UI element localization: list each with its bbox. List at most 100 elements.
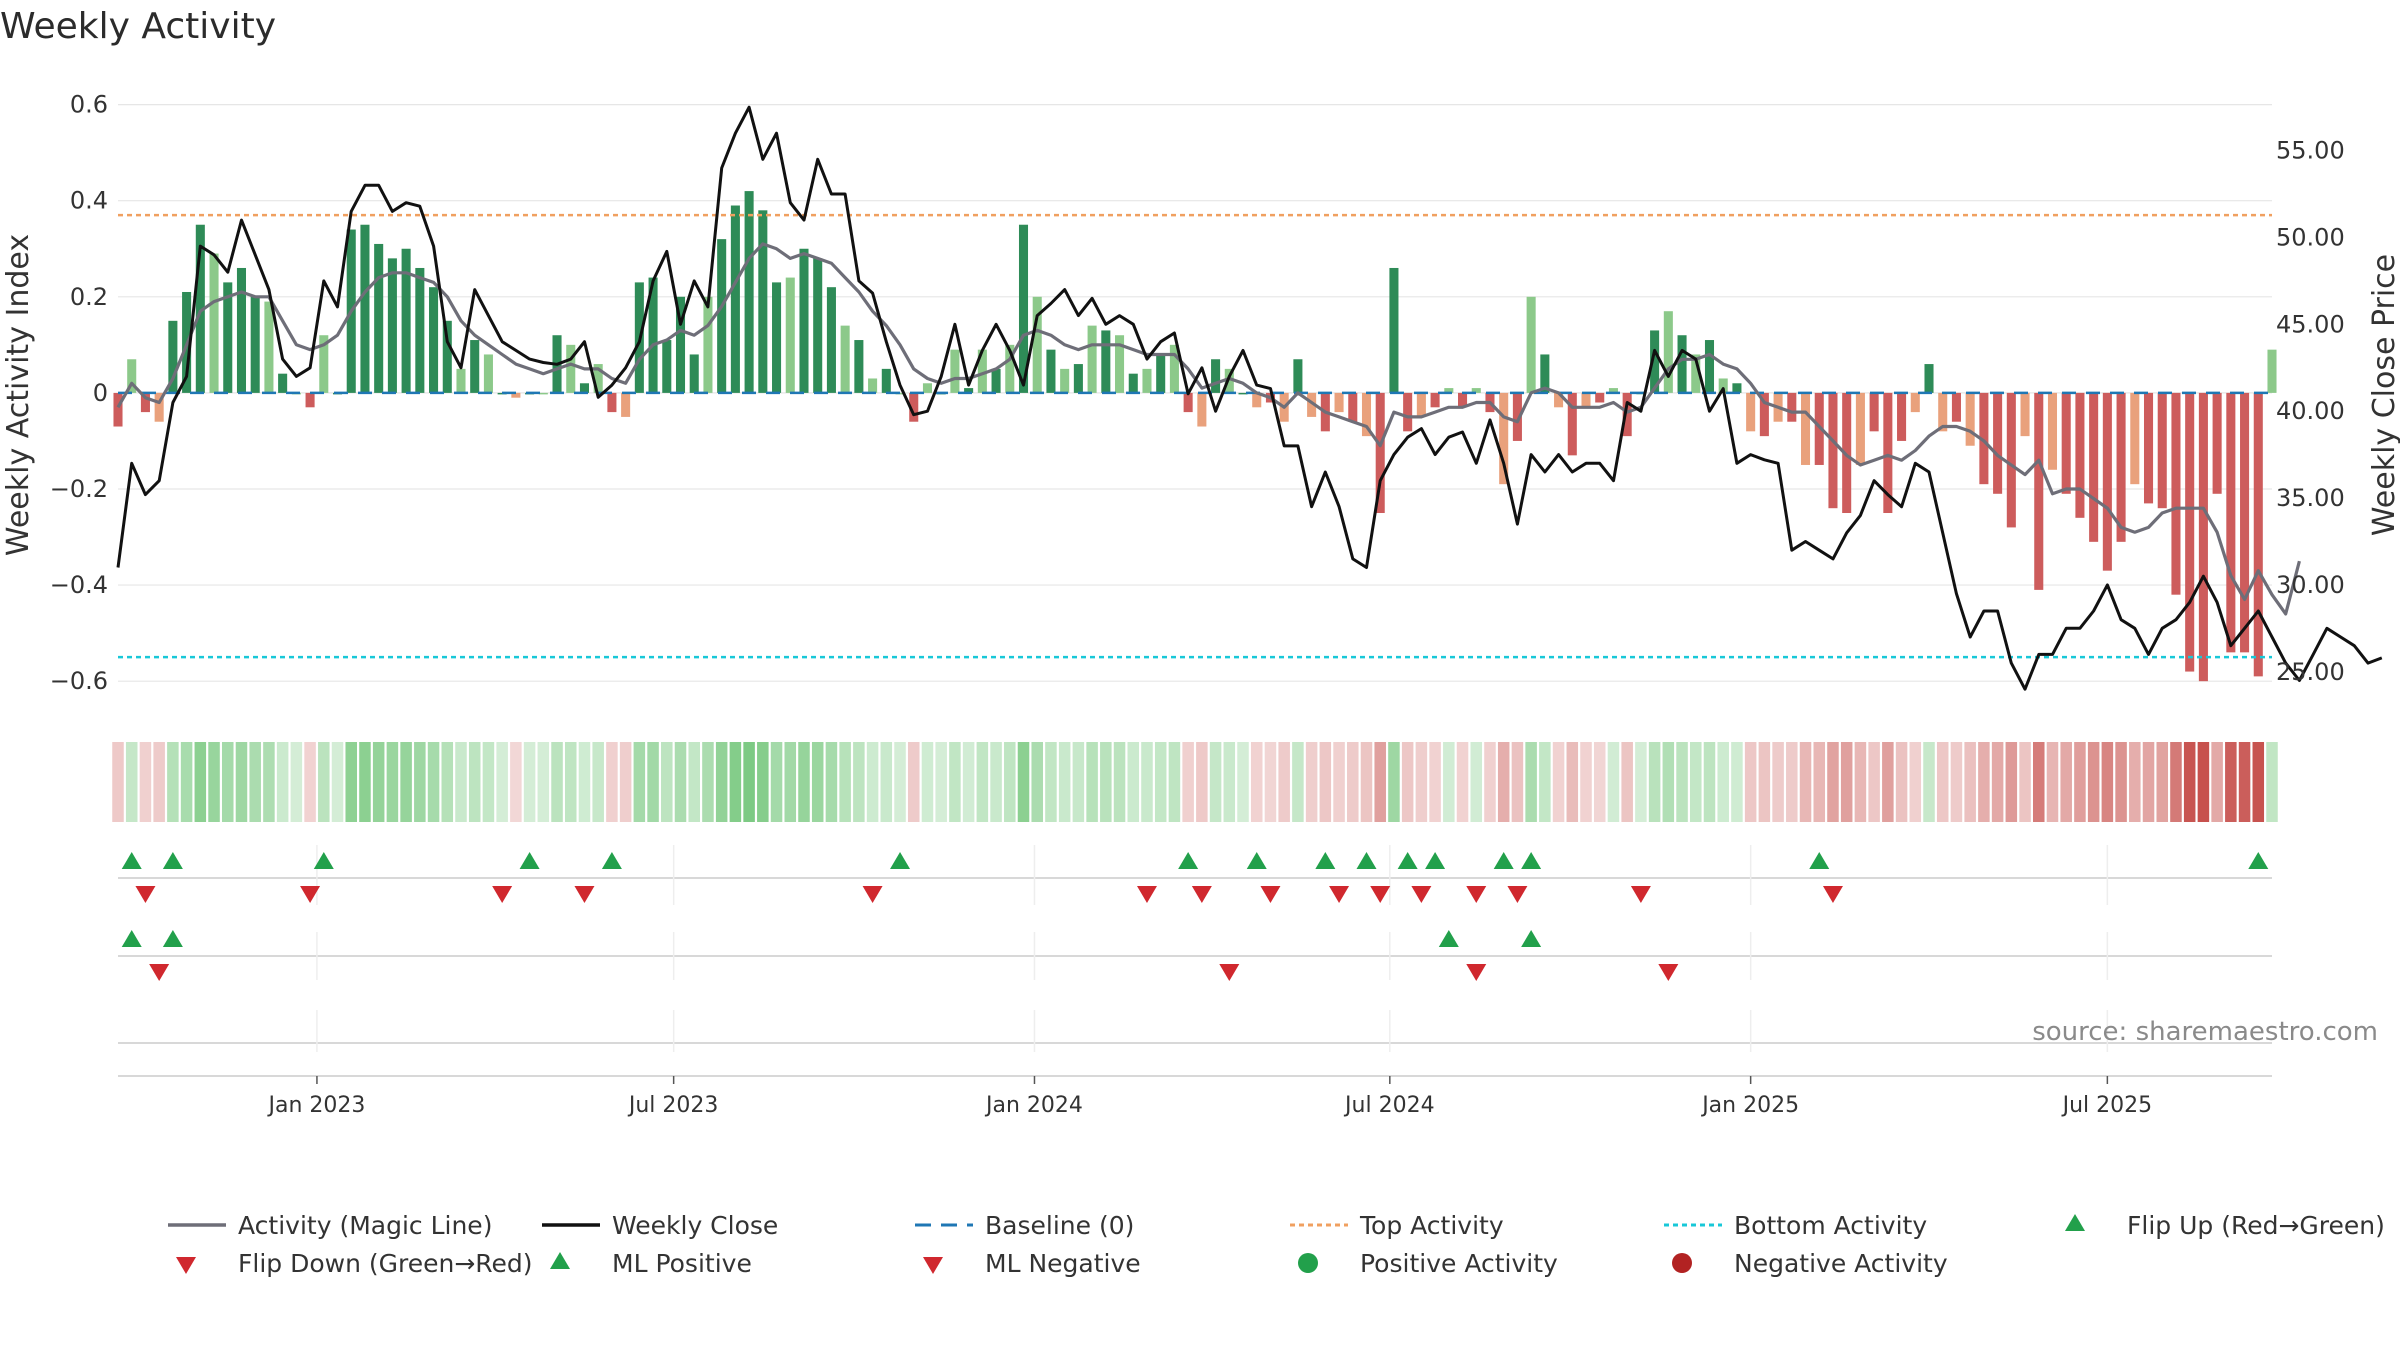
- activity-bar: [429, 287, 439, 393]
- activity-bar: [1128, 373, 1138, 393]
- activity-bar: [2157, 392, 2167, 509]
- flip-up-marker: [519, 852, 540, 869]
- activity-bar: [1183, 392, 1193, 413]
- heat-strip-cell: [2225, 742, 2237, 822]
- heat-strip-cell: [935, 742, 947, 822]
- activity-bar: [566, 344, 576, 393]
- heat-strip-cell: [894, 742, 906, 822]
- heat-strip-cell: [1415, 742, 1428, 822]
- heat-strip-cell: [1388, 742, 1400, 822]
- heat-strip-cell: [1566, 742, 1579, 822]
- x-tick-label: Jul 2023: [627, 1093, 719, 1118]
- y-tick-label: −0.2: [50, 475, 108, 503]
- activity-bar: [2240, 392, 2250, 653]
- legend-swatch-triangle-down: [923, 1257, 943, 1274]
- heat-strip-cell: [482, 742, 495, 822]
- heat-strip-cell: [661, 742, 673, 822]
- activity-bar: [1101, 330, 1111, 393]
- activity-bar: [1046, 349, 1056, 393]
- heat-strip-cell: [564, 742, 577, 822]
- legend-label: Top Activity: [1359, 1211, 1504, 1240]
- heat-strip-cell: [1772, 742, 1784, 822]
- activity-bar: [1663, 311, 1673, 393]
- activity-bar: [1608, 388, 1618, 393]
- heat-strip-cell: [304, 742, 316, 822]
- activity-bar: [1169, 344, 1179, 393]
- heat-strip-cell: [2211, 742, 2223, 822]
- activity-bar: [1238, 392, 1248, 395]
- activity-bar: [387, 258, 397, 393]
- activity-bar: [1348, 392, 1358, 422]
- activity-bar: [154, 392, 164, 422]
- heat-strip-cell: [2183, 742, 2196, 822]
- heat-strip-cell: [386, 742, 399, 822]
- activity-bar: [717, 239, 727, 393]
- activity-bar: [1361, 392, 1372, 437]
- ml-negative-marker: [1658, 964, 1679, 981]
- heat-strip-cell: [1058, 742, 1071, 822]
- heat-strip-cell: [757, 742, 769, 822]
- flip-up-marker: [1809, 852, 1830, 869]
- heat-strip-cell: [1086, 742, 1098, 822]
- activity-bar: [1718, 378, 1728, 393]
- chart-title: Weekly Activity: [0, 6, 276, 47]
- heat-strip-cell: [633, 742, 646, 822]
- heat-strip-cell: [674, 742, 687, 822]
- heat-strip-cell: [1827, 742, 1839, 822]
- heat-strip-cell: [1799, 742, 1812, 822]
- activity-bar: [2267, 349, 2277, 393]
- flip-up-marker: [313, 852, 334, 869]
- heat-strip-cell: [578, 742, 591, 822]
- flip-up-marker: [162, 852, 183, 869]
- y-tick-label: 0: [93, 379, 108, 407]
- heat-strip-cell: [2115, 742, 2127, 822]
- activity-bar: [758, 210, 768, 393]
- activity-bar: [209, 253, 219, 393]
- activity-bar: [2143, 392, 2154, 504]
- heat-strip-cell: [510, 742, 522, 822]
- activity-bar: [1403, 392, 1413, 432]
- activity-bar: [1156, 354, 1166, 393]
- activity-bar: [374, 243, 384, 393]
- activity-bar: [1732, 383, 1742, 393]
- heat-strip-cell: [1141, 742, 1153, 822]
- activity-bar: [1554, 392, 1564, 408]
- x-tick-label: Jul 2025: [2061, 1093, 2153, 1118]
- activity-bar: [1087, 325, 1097, 393]
- activity-bar: [401, 248, 411, 393]
- heat-strip-cell: [907, 742, 920, 822]
- activity-bar: [2075, 392, 2085, 518]
- heat-strip-cell: [1100, 742, 1112, 822]
- flip-down-marker: [574, 886, 595, 903]
- flip-up-marker: [1493, 852, 1514, 869]
- heat-strip-cell: [263, 742, 275, 822]
- activity-bar: [360, 224, 370, 393]
- heat-strip-cell: [2033, 742, 2045, 822]
- activity-bar: [2089, 392, 2099, 542]
- flip-down-marker: [1411, 886, 1432, 903]
- activity-bar: [1842, 392, 1852, 514]
- y-axis-ticks: 0.6 0.4 0.2 0 −0.2 −0.4 −0.6: [50, 91, 108, 696]
- heat-strip-cell: [1648, 742, 1661, 822]
- heat-strip-cell: [1401, 742, 1414, 822]
- activity-bar: [675, 296, 686, 393]
- heat-strip-cell: [1154, 742, 1167, 822]
- ml-positive-marker: [1521, 930, 1542, 947]
- heat-strip-cell: [784, 742, 797, 822]
- heat-strip-cell: [139, 742, 152, 822]
- activity-bar: [1073, 364, 1083, 393]
- activity-bar: [1540, 354, 1550, 393]
- activity-bar: [1938, 392, 1948, 432]
- heat-strip-cell: [1813, 742, 1826, 822]
- activity-bar: [1650, 330, 1660, 393]
- y-tick-label: −0.6: [50, 667, 108, 695]
- activity-bar: [1471, 388, 1481, 393]
- heat-strip-cell: [1347, 742, 1359, 822]
- activity-bar: [305, 392, 315, 408]
- activity-bar: [1759, 392, 1769, 437]
- heat-strip-cell: [249, 742, 261, 822]
- activity-bar: [1581, 392, 1591, 408]
- activity-bar: [2006, 392, 2016, 528]
- activity-bar: [1979, 392, 1989, 485]
- activity-bar: [744, 191, 754, 393]
